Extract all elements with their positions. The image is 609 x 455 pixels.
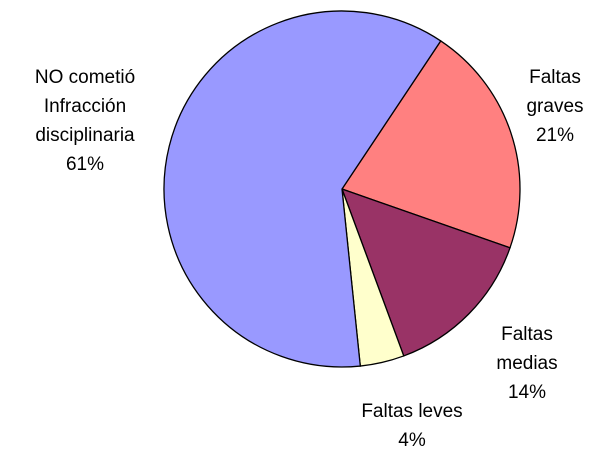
slice-label: Faltas graves 21% (515, 63, 595, 150)
category-label: NO cometió Infracción disciplinaria (34, 67, 136, 146)
value-label: 21% (535, 125, 575, 146)
slice-label: Faltas leves 4% (332, 397, 492, 455)
value-label: 61% (65, 154, 105, 175)
value-label: 4% (398, 430, 426, 451)
pie-slice (163, 10, 442, 368)
slice-label: Faltas medias 14% (487, 320, 567, 407)
category-label: Faltas medias (496, 324, 558, 374)
category-label: Faltas leves (361, 401, 463, 422)
slice-label: NO cometió Infracción disciplinaria 61% (10, 63, 160, 179)
pie-slice (340, 40, 521, 249)
pie-slice (340, 187, 511, 357)
value-label: 14% (507, 382, 547, 403)
category-label: Faltas graves (526, 67, 584, 117)
